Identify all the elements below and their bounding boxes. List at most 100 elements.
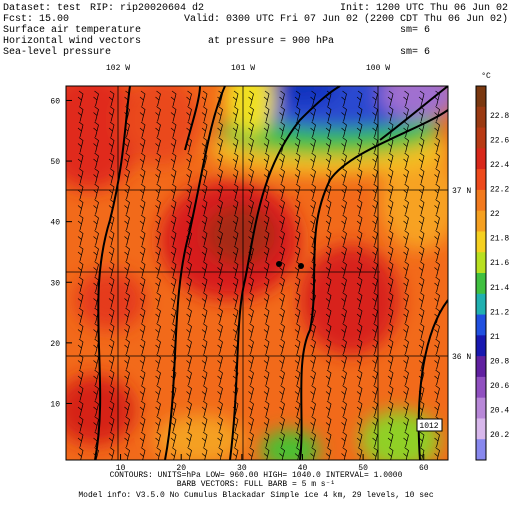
wind-barb bbox=[310, 323, 316, 339]
wind-barb bbox=[170, 369, 177, 386]
wind-barb bbox=[341, 385, 347, 401]
wind-barb bbox=[263, 369, 270, 386]
wind-barb bbox=[341, 276, 347, 293]
wind-barb bbox=[108, 354, 115, 370]
header-text: sm= 6 bbox=[400, 25, 430, 36]
wind-barb bbox=[294, 447, 301, 460]
wind-barb bbox=[263, 292, 270, 308]
wind-barb bbox=[93, 323, 99, 339]
wind-barb bbox=[232, 137, 239, 153]
wind-barb bbox=[341, 168, 347, 184]
wind-barb bbox=[170, 385, 177, 401]
wind-barb bbox=[356, 168, 363, 184]
wind-barb bbox=[263, 354, 270, 370]
wind-barb bbox=[294, 152, 301, 169]
wind-barb bbox=[325, 106, 332, 122]
wind-barb bbox=[201, 214, 208, 231]
wind-barb bbox=[108, 447, 115, 460]
wind-barb bbox=[108, 292, 115, 308]
wind-barb bbox=[403, 447, 409, 460]
header-text: RIP: rip20020604 d2 bbox=[90, 2, 204, 14]
wind-barb bbox=[93, 245, 99, 262]
x-tick-label: 60 bbox=[419, 464, 429, 473]
wind-barb bbox=[248, 152, 254, 169]
wind-barb bbox=[356, 447, 363, 460]
wind-barb bbox=[77, 354, 84, 370]
wind-barb bbox=[170, 447, 177, 460]
wind-barb bbox=[124, 307, 130, 324]
wind-barb bbox=[232, 183, 239, 200]
wind-barb bbox=[170, 323, 177, 339]
wind-barb bbox=[310, 214, 316, 231]
wind-barb bbox=[93, 431, 99, 448]
wind-barb bbox=[217, 431, 223, 448]
wind-barb bbox=[341, 447, 347, 460]
y-tick-label: 10 bbox=[50, 400, 60, 409]
colorbar-cell bbox=[476, 252, 486, 274]
header-text: Sea-level pressure bbox=[3, 46, 111, 58]
colorbar-cell bbox=[476, 189, 486, 212]
wind-barb bbox=[325, 323, 332, 339]
wind-barb bbox=[139, 168, 146, 184]
wind-barb bbox=[232, 121, 239, 138]
y-tick-label: 20 bbox=[50, 340, 60, 349]
wind-barb bbox=[248, 183, 254, 200]
wind-barb bbox=[387, 292, 394, 308]
wind-barb bbox=[93, 307, 99, 324]
wind-barb bbox=[155, 323, 161, 339]
wind-barb bbox=[232, 431, 239, 448]
wind-barb bbox=[403, 106, 409, 122]
wind-barb bbox=[124, 90, 130, 107]
wind-barb bbox=[170, 354, 177, 370]
wind-barb bbox=[387, 121, 394, 138]
wind-barb bbox=[93, 369, 99, 386]
wind-barb bbox=[217, 276, 223, 293]
wind-barb bbox=[387, 199, 394, 215]
wind-barb bbox=[310, 276, 316, 293]
wind-barb bbox=[124, 168, 130, 184]
wind-barb bbox=[341, 431, 347, 448]
wind-barb bbox=[263, 90, 270, 107]
wind-barb bbox=[387, 338, 394, 355]
wind-barb bbox=[434, 400, 440, 417]
wind-barb bbox=[418, 292, 425, 308]
wind-barb bbox=[248, 385, 254, 401]
wind-barb bbox=[139, 354, 146, 370]
wind-barb bbox=[124, 245, 130, 262]
wind-barb bbox=[341, 137, 347, 153]
wind-barb bbox=[372, 385, 378, 401]
wind-barb bbox=[77, 90, 84, 107]
wind-barb bbox=[279, 90, 285, 107]
wind-barb bbox=[403, 199, 409, 215]
x-tick-label: 20 bbox=[176, 464, 186, 473]
wind-barb bbox=[310, 106, 316, 122]
header-text: Init: 1200 UTC Thu 06 Jun 02 bbox=[340, 2, 508, 14]
wind-barb bbox=[77, 416, 84, 432]
wind-barb bbox=[341, 245, 347, 262]
wind-barb bbox=[310, 292, 316, 308]
wind-barb bbox=[294, 199, 301, 215]
wind-barb bbox=[201, 230, 208, 246]
wind-barb bbox=[155, 261, 161, 277]
pressure-label: 1012 bbox=[419, 422, 438, 431]
wind-barb bbox=[279, 152, 285, 169]
wind-barb bbox=[248, 323, 254, 339]
wind-barb bbox=[310, 199, 316, 215]
wind-barb bbox=[279, 137, 285, 153]
wind-barb bbox=[387, 106, 394, 122]
wind-barb bbox=[372, 292, 378, 308]
wind-barb bbox=[108, 106, 115, 122]
wind-barb bbox=[77, 199, 84, 215]
wind-barb bbox=[124, 199, 130, 215]
wind-barb bbox=[372, 431, 378, 448]
wind-barb bbox=[279, 261, 285, 277]
wind-barb bbox=[263, 447, 270, 460]
wind-barb bbox=[186, 416, 192, 432]
wind-barb bbox=[232, 214, 239, 231]
wind-barb bbox=[248, 230, 254, 246]
wind-barb bbox=[418, 385, 425, 401]
wind-barb bbox=[325, 338, 332, 355]
colorbar-label: 20.6 bbox=[490, 382, 509, 391]
wind-barb bbox=[403, 261, 409, 277]
wind-barb bbox=[170, 292, 177, 308]
